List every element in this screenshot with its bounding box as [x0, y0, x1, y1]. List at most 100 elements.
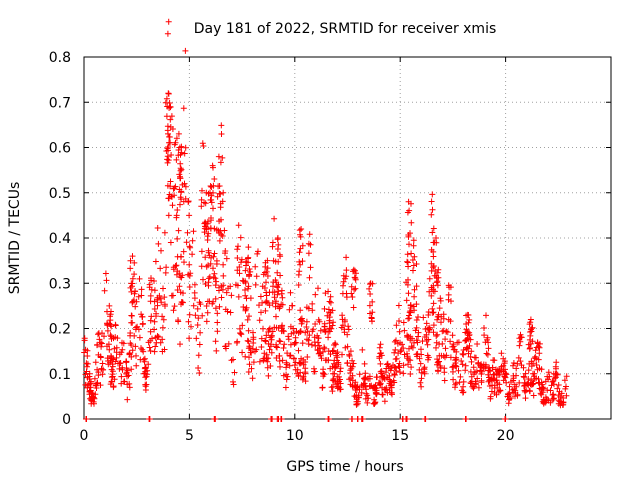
- data-point: [210, 274, 217, 281]
- data-point: [177, 341, 183, 348]
- data-point: [516, 342, 523, 349]
- data-point: [378, 370, 385, 377]
- data-point: [185, 318, 192, 325]
- data-point: [136, 334, 143, 341]
- data-point: [97, 354, 104, 361]
- data-point: [212, 305, 219, 312]
- data-point: [147, 328, 154, 335]
- data-point: [178, 189, 184, 196]
- data-point: [162, 99, 169, 106]
- data-point: [449, 364, 456, 371]
- data-point: [493, 391, 500, 398]
- data-point: [302, 378, 309, 385]
- data-point: [329, 388, 336, 395]
- data-point: [262, 338, 269, 345]
- data-point: [238, 331, 245, 338]
- data-point: [167, 103, 174, 110]
- data-point: [376, 344, 383, 351]
- data-point: [418, 346, 424, 353]
- data-point: [532, 347, 539, 354]
- data-point: [111, 345, 118, 352]
- data-point: [217, 204, 224, 211]
- data-point: [459, 361, 466, 368]
- data-point: [505, 391, 512, 398]
- data-point: [555, 382, 562, 388]
- data-point: [442, 345, 449, 352]
- data-point: [303, 324, 310, 330]
- data-point: [235, 222, 242, 229]
- data-point: [166, 133, 173, 140]
- data-point: [266, 289, 273, 296]
- data-point: [140, 348, 147, 355]
- data-point: [466, 342, 473, 349]
- data-point: [173, 271, 180, 278]
- data-point: [391, 349, 398, 356]
- data-point: [397, 369, 403, 376]
- data-point: [200, 143, 207, 149]
- data-point: [553, 365, 559, 372]
- data-point: [444, 329, 451, 336]
- data-point: [146, 284, 153, 291]
- data-point: [139, 320, 146, 327]
- data-point: [418, 383, 425, 390]
- data-point: [126, 351, 133, 358]
- data-point: [148, 277, 155, 284]
- x-axis-label: GPS time / hours: [286, 459, 403, 475]
- data-point: [262, 307, 269, 314]
- data-point: [535, 343, 542, 350]
- data-point: [113, 354, 120, 361]
- data-point: [455, 339, 462, 346]
- data-point: [466, 316, 473, 323]
- data-point: [384, 361, 391, 368]
- data-point: [424, 341, 431, 348]
- data-point: [118, 380, 125, 387]
- data-point: [353, 392, 360, 399]
- data-point: [348, 416, 355, 422]
- data-point: [434, 367, 441, 374]
- data-point: [302, 329, 309, 336]
- data-point: [497, 387, 503, 394]
- data-point: [526, 321, 533, 328]
- data-point: [223, 289, 230, 296]
- data-point: [202, 254, 209, 261]
- data-point: [527, 345, 533, 351]
- data-point: [199, 140, 206, 147]
- data-point: [181, 259, 187, 266]
- data-point: [250, 334, 257, 341]
- data-point: [411, 293, 418, 300]
- data-point: [405, 290, 412, 297]
- data-point: [234, 282, 241, 289]
- data-point: [321, 345, 328, 352]
- data-point: [445, 316, 452, 323]
- data-point: [168, 152, 175, 158]
- data-point: [196, 370, 203, 376]
- data-point: [494, 367, 501, 374]
- data-point: [447, 338, 454, 345]
- data-point: [198, 248, 205, 255]
- data-point: [191, 289, 198, 296]
- data-point: [500, 377, 507, 384]
- data-point: [484, 351, 491, 358]
- data-point: [411, 339, 417, 346]
- data-point: [245, 369, 252, 375]
- data-point: [222, 248, 229, 254]
- data-point: [381, 398, 388, 405]
- data-point: [185, 198, 192, 205]
- data-point: [325, 334, 332, 341]
- data-point: [276, 352, 283, 359]
- data-point: [217, 191, 224, 197]
- data-point: [327, 365, 334, 372]
- data-point: [563, 392, 570, 399]
- data-point: [212, 416, 219, 422]
- data-point: [436, 305, 443, 312]
- data-point: [165, 157, 172, 164]
- data-point: [455, 367, 462, 374]
- data-point: [158, 299, 165, 306]
- data-point: [253, 346, 260, 353]
- data-point: [297, 261, 304, 268]
- data-point: [238, 256, 245, 263]
- data-point: [356, 386, 363, 393]
- data-point: [333, 363, 340, 370]
- data-point: [406, 345, 412, 352]
- data-point: [361, 360, 368, 367]
